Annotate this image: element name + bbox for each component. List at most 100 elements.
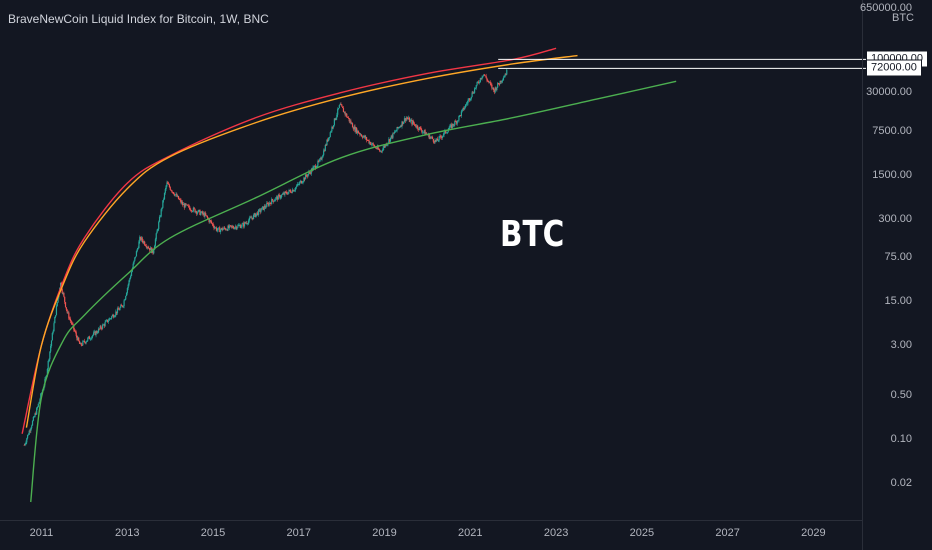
candle-up <box>92 335 94 337</box>
candle-down <box>98 328 100 330</box>
candle-up <box>111 314 114 317</box>
candle-down <box>391 135 393 138</box>
candle-down <box>357 130 359 134</box>
candle-up <box>86 340 88 342</box>
candle-up <box>36 408 38 415</box>
candle-up <box>234 226 237 228</box>
candle-up <box>247 223 249 225</box>
candle-up <box>298 184 300 185</box>
candle-down <box>103 324 105 326</box>
candle-down <box>232 226 234 228</box>
candle-up <box>97 332 99 334</box>
candle-up <box>215 227 217 229</box>
candle-down <box>290 192 293 194</box>
candle-up <box>317 160 319 166</box>
candle-up <box>360 134 362 136</box>
candle-up <box>114 315 116 317</box>
candle-down <box>189 207 191 211</box>
candle-down <box>305 174 307 176</box>
candle-up <box>56 302 58 307</box>
candle-up <box>330 131 332 133</box>
candle-up <box>295 186 298 188</box>
candle-up <box>253 213 255 215</box>
candle-up <box>456 120 458 124</box>
candle-up <box>468 98 470 101</box>
x-tick-label: 2025 <box>629 527 655 539</box>
x-tick-label: 2011 <box>29 527 54 539</box>
candle-up <box>394 131 397 133</box>
candle-up <box>299 180 302 183</box>
candle-up <box>31 425 33 429</box>
candle-down <box>168 184 171 188</box>
candle-up <box>488 81 491 83</box>
candle-down <box>361 136 364 138</box>
candle-down <box>417 128 420 130</box>
candle-down <box>205 215 208 217</box>
candle-up <box>59 282 62 288</box>
y-tick-label: 1500.00 <box>872 168 912 181</box>
candle-up <box>294 189 296 191</box>
horizontal-level-lines <box>498 58 866 69</box>
candle-up <box>192 207 194 212</box>
x-tick-label: 2027 <box>715 527 740 539</box>
candle-up <box>473 92 475 94</box>
price-axis-divider <box>862 0 863 550</box>
candle-up <box>313 165 316 167</box>
candle-up <box>83 340 85 342</box>
candle-up <box>332 125 335 128</box>
candle-up <box>333 118 335 126</box>
candle-up <box>503 76 505 78</box>
candle-up <box>107 320 110 323</box>
y-axis-unit: BTC <box>892 12 914 24</box>
candle-down <box>266 203 269 204</box>
candle-up <box>450 124 452 126</box>
candle-down <box>205 213 207 216</box>
candle-down <box>469 98 471 101</box>
candle-up <box>93 331 95 333</box>
candle-up <box>132 263 134 269</box>
candle-up <box>316 165 318 168</box>
candle-up <box>110 318 112 320</box>
candle-up <box>393 131 396 133</box>
candle-up <box>494 87 496 93</box>
candle-up <box>116 308 119 314</box>
candle-down <box>436 138 439 141</box>
candle-up <box>288 189 290 193</box>
candle-up <box>257 209 260 216</box>
candle-up <box>240 226 242 228</box>
candle-down <box>272 200 274 202</box>
candle-up <box>125 295 127 300</box>
candle-down <box>450 124 453 128</box>
candle-down <box>354 126 356 132</box>
candle-up <box>50 340 53 346</box>
candle-up <box>351 123 353 125</box>
candle-down <box>65 307 67 310</box>
candle-down <box>106 319 109 323</box>
candle-up <box>153 245 156 250</box>
candle-down <box>229 225 232 227</box>
candle-down <box>276 196 279 200</box>
candle-down <box>361 134 363 137</box>
candle-up <box>52 331 54 333</box>
candle-up <box>441 136 444 138</box>
candle-up <box>174 194 176 196</box>
candle-up <box>324 144 326 152</box>
candle-up <box>274 199 276 201</box>
candle-down <box>173 194 175 196</box>
candle-up <box>108 318 110 321</box>
candle-down <box>76 335 78 341</box>
candle-up <box>115 311 117 316</box>
candle-up <box>496 87 498 91</box>
candle-down <box>117 308 119 310</box>
candle-up <box>153 249 155 254</box>
candle-down <box>370 142 372 145</box>
x-tick-label: 2023 <box>543 527 569 539</box>
candle-up <box>266 203 268 208</box>
candle-down <box>300 180 303 184</box>
candle-up <box>458 115 460 121</box>
candle-down <box>348 117 350 122</box>
candle-up <box>126 288 128 293</box>
candle-down <box>285 192 288 194</box>
candle-up <box>159 216 161 218</box>
